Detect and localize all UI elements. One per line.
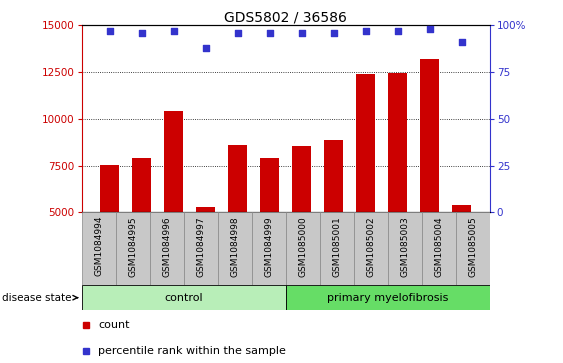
Bar [354, 212, 388, 285]
Bar [252, 212, 286, 285]
Bar [356, 74, 376, 306]
Point [265, 30, 274, 36]
Title: GDS5802 / 36586: GDS5802 / 36586 [224, 10, 347, 24]
Point [233, 30, 242, 36]
Bar [320, 212, 354, 285]
Text: GSM1085000: GSM1085000 [298, 216, 307, 277]
Point [361, 28, 370, 34]
Point [457, 39, 466, 45]
Text: GSM1084999: GSM1084999 [264, 216, 273, 277]
Text: GSM1084994: GSM1084994 [94, 216, 103, 277]
Text: GSM1084997: GSM1084997 [196, 216, 205, 277]
Bar [196, 207, 216, 306]
Bar [132, 158, 151, 306]
Point [297, 30, 306, 36]
Point [105, 28, 114, 34]
Text: percentile rank within the sample: percentile rank within the sample [98, 346, 286, 356]
Bar [285, 285, 490, 310]
Bar [422, 212, 456, 285]
Bar [420, 59, 439, 306]
Bar [452, 205, 471, 306]
Text: control: control [164, 293, 203, 303]
Bar [82, 212, 115, 285]
Bar [218, 212, 252, 285]
Text: GSM1085005: GSM1085005 [468, 216, 477, 277]
Bar [260, 158, 279, 306]
Point [137, 30, 146, 36]
Bar [324, 140, 343, 306]
Bar [100, 165, 119, 306]
Bar [285, 212, 320, 285]
Bar [292, 146, 311, 306]
Point [425, 26, 434, 32]
Point [201, 45, 210, 51]
Bar [456, 212, 490, 285]
Text: primary myelofibrosis: primary myelofibrosis [327, 293, 449, 303]
Point [329, 30, 338, 36]
Text: count: count [98, 320, 129, 330]
Bar [150, 212, 184, 285]
Text: GSM1084998: GSM1084998 [230, 216, 239, 277]
Text: GSM1085001: GSM1085001 [332, 216, 341, 277]
Text: GSM1084995: GSM1084995 [128, 216, 137, 277]
Bar [164, 111, 184, 306]
Bar [82, 285, 285, 310]
Point [169, 28, 178, 34]
Point [393, 28, 402, 34]
Bar [228, 145, 247, 306]
Bar [388, 212, 422, 285]
Text: GSM1085002: GSM1085002 [367, 216, 376, 277]
Text: disease state: disease state [2, 293, 78, 303]
Text: GSM1085003: GSM1085003 [400, 216, 409, 277]
Text: GSM1085004: GSM1085004 [434, 216, 443, 277]
Bar [115, 212, 150, 285]
Text: GSM1084996: GSM1084996 [162, 216, 171, 277]
Bar [184, 212, 218, 285]
Bar [388, 73, 407, 306]
